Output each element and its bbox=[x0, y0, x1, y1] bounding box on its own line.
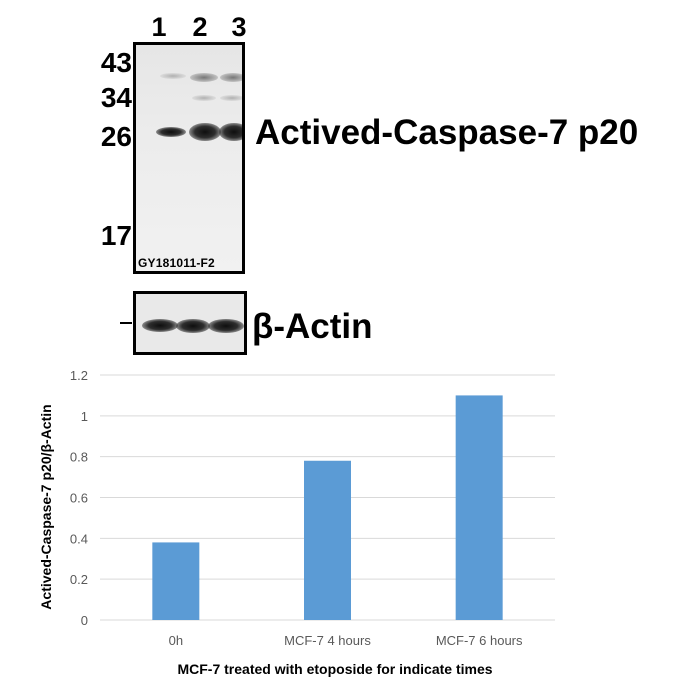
y-tick-label: 0.6 bbox=[70, 491, 88, 506]
lane-number-1: 1 bbox=[151, 12, 167, 42]
blot-band-lane1-upper bbox=[160, 73, 186, 79]
bar-2 bbox=[455, 395, 503, 620]
y-tick-label: 0 bbox=[81, 613, 88, 628]
lane-number-2: 2 bbox=[192, 12, 208, 42]
target-protein-label: Actived-Caspase-7 p20 bbox=[255, 113, 639, 152]
actin-band-lane2 bbox=[176, 319, 210, 333]
mw-marker-26: 26 bbox=[100, 121, 132, 152]
chart-y-ticks: 0 0.2 0.4 0.6 0.8 1 1.2 bbox=[70, 368, 88, 628]
blot-band-lane2-p20 bbox=[189, 123, 221, 141]
x-tick-label: MCF-7 6 hours bbox=[436, 633, 523, 648]
loading-control-label: β-Actin bbox=[252, 307, 373, 346]
lane-number-3: 3 bbox=[231, 12, 247, 42]
y-axis-title: Actived-Caspase-7 p20/β-Actin bbox=[38, 404, 54, 609]
bar-0 bbox=[152, 542, 200, 620]
chart-x-ticks: 0h MCF-7 4 hours MCF-7 6 hours bbox=[169, 633, 523, 648]
western-blot-image: GY181011-F2 bbox=[133, 42, 245, 274]
x-tick-label: MCF-7 4 hours bbox=[284, 633, 371, 648]
actin-band-lane3 bbox=[208, 319, 244, 333]
actin-marker-tick bbox=[120, 322, 132, 324]
y-tick-label: 1.2 bbox=[70, 368, 88, 383]
blot-band-lane1-p20 bbox=[156, 127, 186, 137]
x-tick-label: 0h bbox=[169, 633, 183, 648]
y-tick-label: 0.8 bbox=[70, 450, 88, 465]
blot-band-lane3-p20 bbox=[219, 123, 242, 141]
mw-marker-43: 43 bbox=[100, 47, 132, 78]
bar-1 bbox=[304, 460, 351, 620]
y-tick-label: 0.2 bbox=[70, 572, 88, 587]
quantification-bar-chart: 0 0.2 0.4 0.6 0.8 1 1.2 0h MCF-7 4 hours MCF-7 6… bbox=[38, 368, 555, 677]
x-axis-title: MCF-7 treated with etoposide for indicat… bbox=[177, 661, 492, 677]
actin-blot-image bbox=[133, 291, 247, 355]
y-tick-label: 1 bbox=[81, 409, 88, 424]
blot-band-lane2-mid bbox=[192, 95, 216, 101]
actin-band-lane1 bbox=[142, 319, 178, 332]
blot-band-lane3-mid bbox=[220, 95, 242, 101]
mw-marker-17: 17 bbox=[100, 220, 132, 251]
mw-marker-34: 34 bbox=[100, 82, 132, 113]
blot-band-lane2-upper bbox=[190, 73, 218, 82]
y-tick-label: 0.4 bbox=[70, 531, 88, 546]
chart-bars bbox=[152, 395, 503, 620]
blot-band-lane3-upper bbox=[220, 73, 242, 82]
blot-sample-id: GY181011-F2 bbox=[138, 256, 215, 270]
